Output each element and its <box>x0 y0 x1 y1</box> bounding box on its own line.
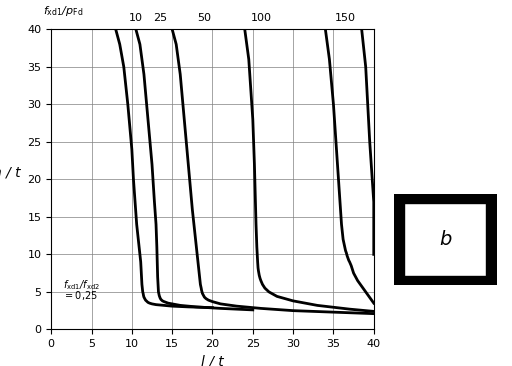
FancyBboxPatch shape <box>404 203 486 276</box>
Y-axis label: h / t: h / t <box>0 165 20 179</box>
Text: b: b <box>439 230 452 249</box>
Text: 10: 10 <box>129 13 143 23</box>
Text: $= 0{,}25$: $= 0{,}25$ <box>63 290 98 302</box>
Text: 100: 100 <box>250 13 271 23</box>
Text: $f_{\rm xd1}$/$f_{\rm xd2}$: $f_{\rm xd1}$/$f_{\rm xd2}$ <box>63 278 100 292</box>
Text: 25: 25 <box>153 13 167 23</box>
Text: $f_{\rm xd1}$/$p_{\rm Fd}$: $f_{\rm xd1}$/$p_{\rm Fd}$ <box>43 4 83 18</box>
X-axis label: l / t: l / t <box>201 355 224 366</box>
FancyBboxPatch shape <box>394 194 497 285</box>
Text: 50: 50 <box>198 13 211 23</box>
Text: 150: 150 <box>335 13 356 23</box>
